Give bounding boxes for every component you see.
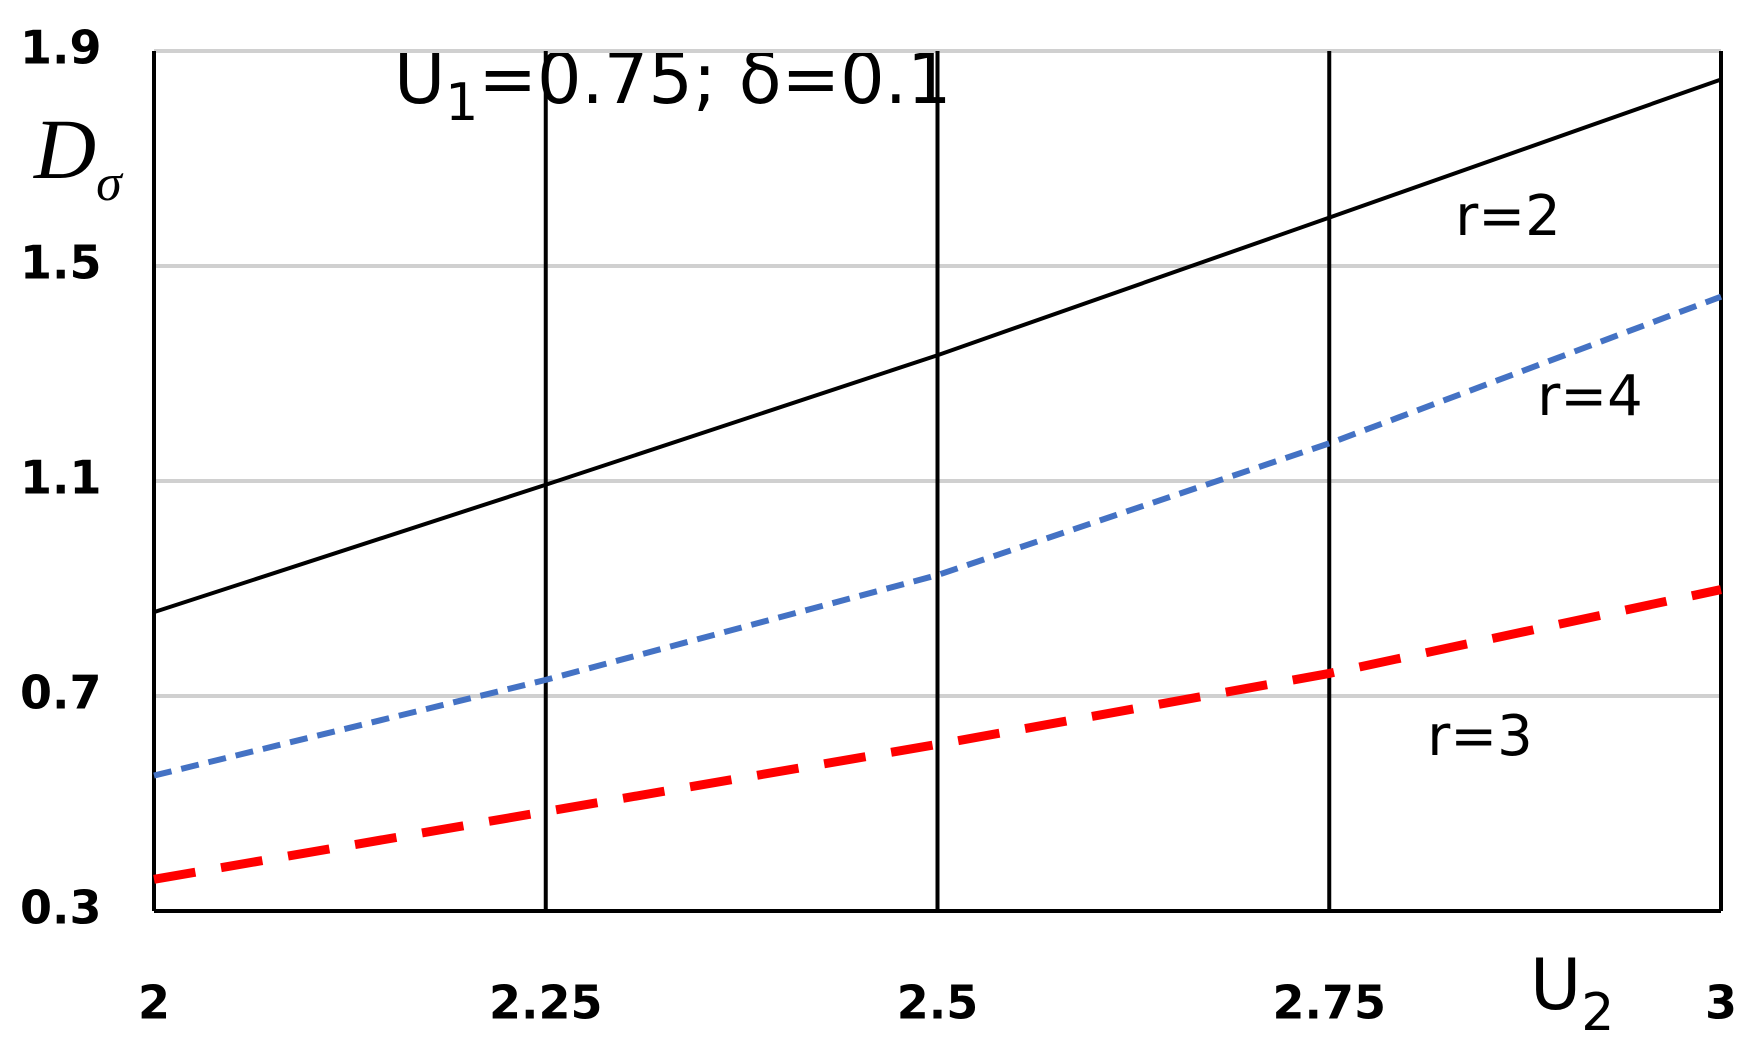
series-line <box>153 77 1722 615</box>
y-tick-label: 1.5 <box>20 236 102 290</box>
x-label-main: U <box>1530 944 1581 1026</box>
x-tick-label: 2.25 <box>489 976 603 1030</box>
series-line <box>153 585 1722 884</box>
y-label-main: D <box>33 101 96 197</box>
series-label: r=4 <box>1537 364 1643 429</box>
y-label-sub: σ <box>96 155 124 212</box>
series-label: r=3 <box>1427 704 1533 769</box>
x-axis-label: U2 <box>1530 944 1614 1043</box>
x-tick-label: 3 <box>1705 976 1737 1030</box>
x-tick-label: 2.5 <box>897 976 979 1030</box>
y-tick-label: 0.7 <box>20 666 102 720</box>
x-label-sub: 2 <box>1581 983 1614 1043</box>
series-label: r=2 <box>1455 184 1561 249</box>
x-tick-label: 2 <box>138 976 170 1030</box>
x-tick-label: 2.75 <box>1273 976 1387 1030</box>
y-axis-label: Dσ <box>33 101 124 212</box>
series-line <box>153 293 1723 779</box>
y-tick-label: 0.3 <box>20 881 102 935</box>
annotation-sub: 1 <box>445 73 478 133</box>
y-tick-label: 1.1 <box>20 451 102 505</box>
y-tick-label: 1.9 <box>20 21 102 75</box>
